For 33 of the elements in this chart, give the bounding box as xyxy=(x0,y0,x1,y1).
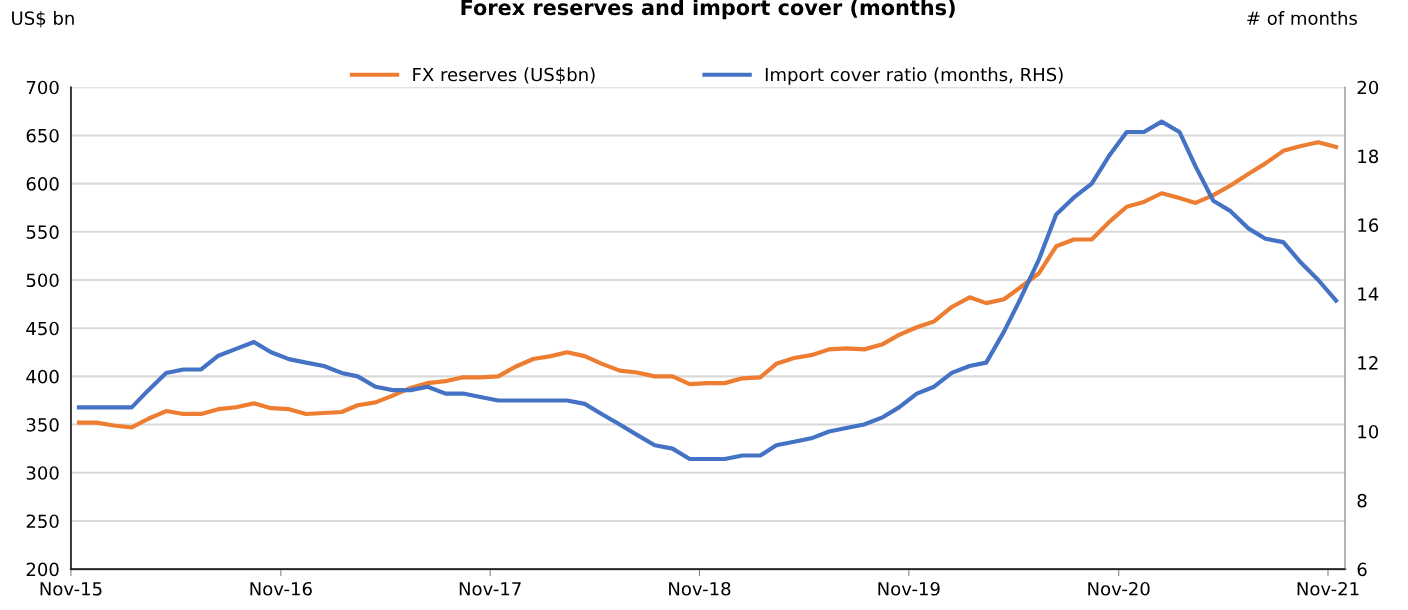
y-tick-label: 300 xyxy=(26,466,59,480)
x-tick-label: Nov-15 xyxy=(40,582,102,596)
y2-tick-label: 16 xyxy=(1358,218,1379,233)
y-tick-label: 200 xyxy=(26,562,59,577)
chart-title: Forex reserves and import cover (months) xyxy=(461,0,955,20)
y-tick-label: 600 xyxy=(26,177,59,191)
y-tick-label: 700 xyxy=(26,80,59,95)
x-tick-label: Nov-19 xyxy=(878,581,940,596)
y-axis-title: US$ bn xyxy=(12,11,74,28)
x-tick-label: Nov-17 xyxy=(459,582,521,596)
legend-label: Import cover ratio (months, RHS) xyxy=(765,67,1063,85)
y-tick-label: 250 xyxy=(26,514,59,529)
x-tick-label: Nov-21 xyxy=(1297,581,1359,596)
y2-tick-label: 12 xyxy=(1358,356,1378,370)
y-tick-label: 350 xyxy=(26,418,59,432)
y2-tick-label: 6 xyxy=(1357,562,1367,577)
line-series xyxy=(76,140,1339,430)
y2-tick-label: 20 xyxy=(1357,80,1379,95)
x-tick-label: Nov-16 xyxy=(250,581,312,596)
y2-tick-label: 14 xyxy=(1358,287,1379,301)
y2-tick-label: 8 xyxy=(1357,493,1367,508)
y-tick-label: 550 xyxy=(26,225,59,239)
y-tick-label: 500 xyxy=(26,273,59,288)
y2-axis-title: # of months xyxy=(1247,11,1358,25)
legend-label: FX reserves (US$bn) xyxy=(413,67,595,84)
y2-tick-label: 18 xyxy=(1358,149,1379,164)
y2-tick-label: 10 xyxy=(1358,424,1379,439)
y-tick-label: 450 xyxy=(26,321,59,336)
y-tick-label: 650 xyxy=(26,128,59,143)
x-tick-label: Nov-18 xyxy=(669,581,731,596)
y-tick-label: 400 xyxy=(26,369,59,384)
x-tick-label: Nov-20 xyxy=(1088,581,1150,596)
line-series xyxy=(76,119,1339,462)
